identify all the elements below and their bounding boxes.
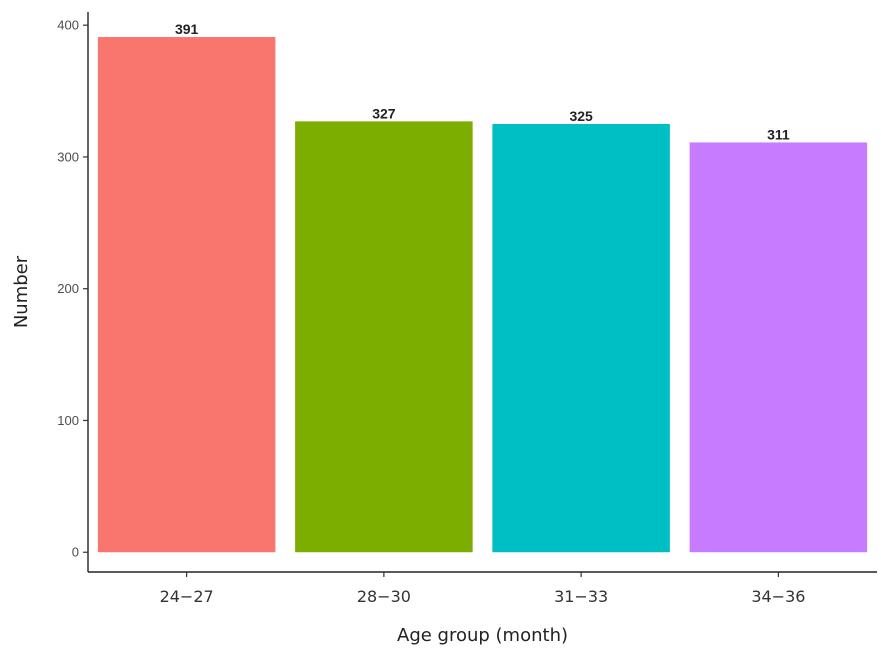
x-tick-label-3: 34−36 xyxy=(751,587,805,606)
y-axis-ticks: 0 100 200 300 400 xyxy=(57,18,88,560)
x-axis-title: Age group (month) xyxy=(397,625,568,646)
bar-value-label-0: 391 xyxy=(175,21,199,37)
bars-group xyxy=(97,37,868,553)
y-tick-label-2: 200 xyxy=(57,281,79,296)
bar-0 xyxy=(97,37,276,553)
y-axis-title: Number xyxy=(11,255,32,328)
bar-3 xyxy=(689,142,868,553)
y-tick-label-1: 100 xyxy=(57,413,79,428)
plot-area: 391 327 325 311 xyxy=(97,21,868,553)
bar-value-label-3: 311 xyxy=(767,126,790,142)
y-tick-label-3: 300 xyxy=(57,149,79,164)
bar-value-label-2: 325 xyxy=(569,108,593,124)
bar-1 xyxy=(295,121,473,553)
x-axis-ticks: 24−27 28−30 31−33 34−36 xyxy=(160,572,805,606)
y-tick-label-4: 400 xyxy=(57,18,79,33)
bar-value-label-1: 327 xyxy=(372,105,396,121)
x-tick-label-2: 31−33 xyxy=(554,587,608,606)
y-tick-label-0: 0 xyxy=(72,545,79,560)
value-labels-group: 391 327 325 311 xyxy=(175,21,790,142)
x-tick-label-0: 24−27 xyxy=(160,587,214,606)
bar-2 xyxy=(492,124,670,553)
x-tick-label-1: 28−30 xyxy=(357,587,411,606)
